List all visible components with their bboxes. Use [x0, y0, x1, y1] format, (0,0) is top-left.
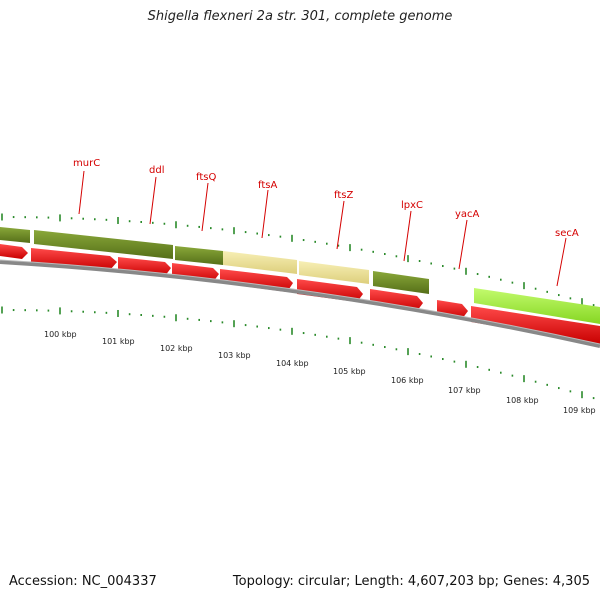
leader-yacA	[458, 219, 468, 270]
leader-murC	[78, 170, 85, 215]
gene-label-ftsZ: ftsZ	[334, 190, 353, 201]
gene-label-yacA: yacA	[455, 209, 480, 220]
gene-label-lpxC: lpxC	[401, 200, 423, 211]
kbp-label-104: 104 kbp	[276, 359, 309, 368]
genome-backbone-highlight	[0, 259, 600, 345]
gene-label-secA: secA	[555, 228, 579, 239]
track-block-olive-4	[373, 271, 429, 294]
outer-ticks	[1, 213, 595, 307]
gene-leaders	[78, 170, 567, 287]
track-block-olive-3	[175, 246, 223, 265]
track-block-olive-2	[34, 230, 173, 259]
gene-label-ddl: ddl	[149, 165, 164, 176]
leader-lpxC	[403, 210, 412, 262]
kbp-label-105: 105 kbp	[333, 367, 366, 376]
track-block-lime	[474, 288, 600, 324]
genome-summary-text: Topology: circular; Length: 4,607,203 bp…	[232, 574, 590, 589]
kbp-label-109: 109 kbp	[563, 406, 596, 415]
kbp-label-107: 107 kbp	[448, 386, 481, 395]
leader-ftsQ	[201, 182, 209, 232]
kbp-label-108: 108 kbp	[506, 396, 539, 405]
leader-ftsZ	[336, 200, 345, 250]
genome-backbone	[0, 260, 600, 348]
kbp-label-102: 102 kbp	[160, 344, 193, 353]
kbp-label-106: 106 kbp	[391, 376, 424, 385]
gene-arrow	[0, 244, 28, 259]
function-track	[0, 227, 600, 324]
gene-label-murC: murC	[73, 158, 100, 169]
leader-ddl	[149, 176, 157, 225]
track-block-khaki-2	[299, 261, 369, 284]
gene-label-ftsA: ftsA	[258, 180, 277, 191]
kbp-labels: 100 kbp 101 kbp 102 kbp 103 kbp 104 kbp …	[44, 330, 596, 415]
gene-arrow	[31, 248, 117, 270]
gene-arrow	[297, 279, 363, 302]
track-block-khaki-1	[223, 251, 297, 274]
map-title: Shigella flexneri 2a str. 301, complete …	[147, 9, 453, 24]
kbp-label-103: 103 kbp	[218, 351, 251, 360]
inner-ticks	[1, 306, 595, 400]
gene-label-ftsQ: ftsQ	[196, 172, 216, 183]
kbp-label-100: 100 kbp	[44, 330, 77, 339]
kbp-label-101: 101 kbp	[102, 337, 135, 346]
gene-arrow	[471, 306, 600, 344]
accession-text: Accession: NC_004337	[9, 574, 157, 589]
track-block-olive-1	[0, 227, 30, 243]
leader-ftsA	[261, 189, 269, 239]
leader-secA	[556, 237, 567, 287]
gene-labels: murC ddl ftsQ ftsA ftsZ lpxC yacA secA	[73, 158, 579, 239]
